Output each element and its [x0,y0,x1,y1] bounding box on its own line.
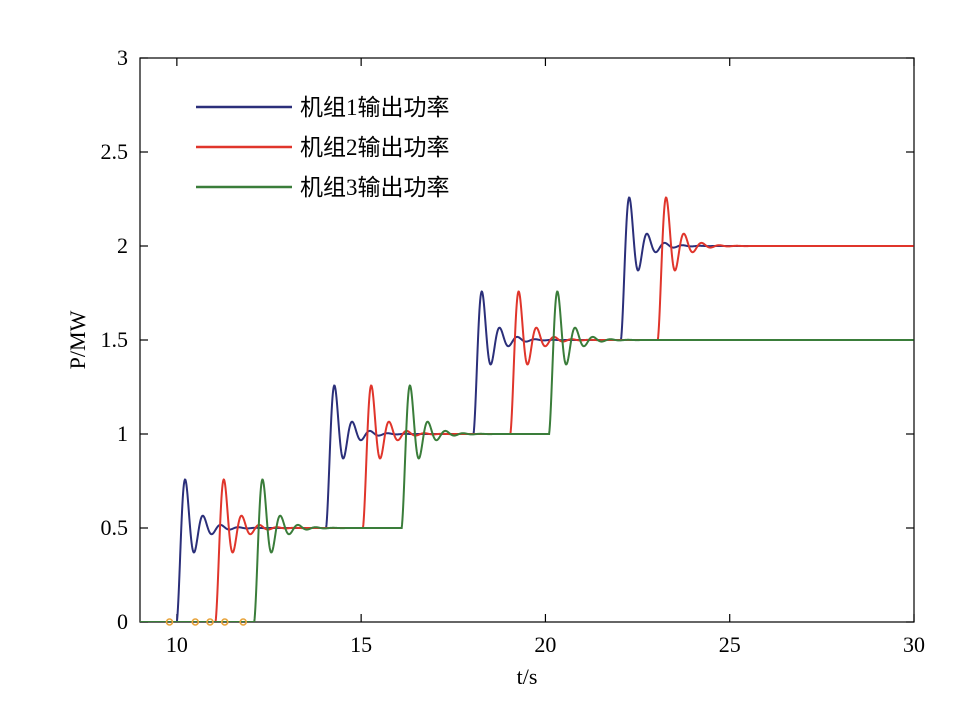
zero-marker [239,618,247,626]
y-tick-label: 1.5 [101,327,129,352]
zero-marker [191,618,200,626]
legend-label-1: 机组1输出功率 [300,95,450,120]
y-tick-label: 2.5 [101,139,129,164]
legend-label-2: 机组2输出功率 [300,135,450,160]
zero-marker [220,618,229,626]
series-line-3 [140,290,914,622]
x-axis-label: t/s [517,664,538,689]
x-tick-label: 30 [903,632,925,657]
series-lines [140,196,914,622]
x-tick-label: 15 [350,632,372,657]
y-tick-label: 2 [117,233,128,258]
x-tick-label: 10 [166,632,188,657]
zero-marker [206,618,214,626]
y-tick-label: 0 [117,609,128,634]
zero-markers [165,618,247,626]
legend-label-3: 机组3输出功率 [300,175,450,200]
y-tick-label: 0.5 [101,515,129,540]
x-tick-label: 25 [719,632,741,657]
x-tick-label: 20 [534,632,556,657]
zero-marker [165,618,174,626]
series-line-2 [140,196,914,622]
y-axis-label: P/MW [65,310,90,369]
y-tick-label: 3 [117,45,128,70]
y-tick-label: 1 [117,421,128,446]
